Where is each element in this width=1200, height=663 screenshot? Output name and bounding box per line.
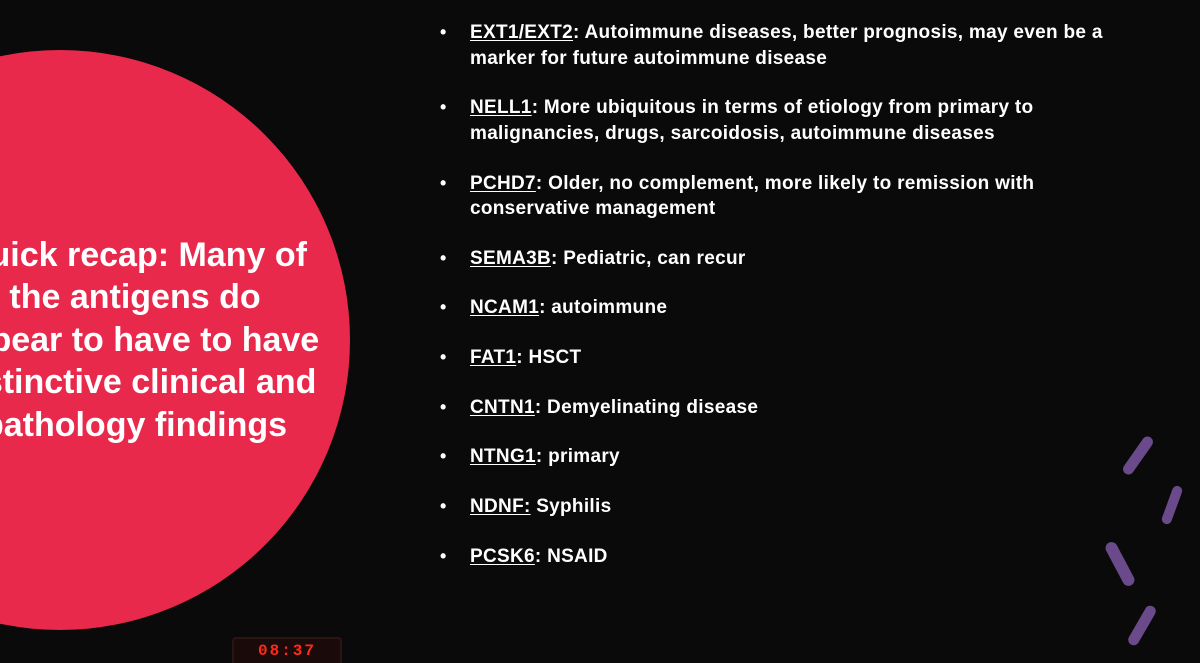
slide: Quick recap: Many of the antigens do app… xyxy=(0,0,1200,663)
antigen-term: NELL1 xyxy=(470,97,532,118)
antigen-term: PCSK6 xyxy=(470,546,535,567)
antigen-desc: : NSAID xyxy=(535,546,608,567)
list-item: PCHD7: Older, no complement, more likely… xyxy=(430,171,1130,222)
list-item: EXT1/EXT2: Autoimmune diseases, better p… xyxy=(430,20,1130,71)
antigen-term: CNTN1 xyxy=(470,397,535,418)
list-item: CNTN1: Demyelinating disease xyxy=(430,395,1130,421)
title-circle: Quick recap: Many of the antigens do app… xyxy=(0,50,350,630)
presentation-timer: 08:37 xyxy=(232,637,342,663)
antigen-term: FAT1 xyxy=(470,347,516,368)
decorative-dash xyxy=(1160,484,1183,525)
list-item: NDNF: Syphilis xyxy=(430,494,1130,520)
list-item: NELL1: More ubiquitous in terms of etiol… xyxy=(430,95,1130,146)
antigen-desc: : Older, no complement, more likely to r… xyxy=(470,173,1034,220)
timer-value: 08:37 xyxy=(258,642,316,660)
antigen-term: SEMA3B xyxy=(470,248,551,269)
list-item: NCAM1: autoimmune xyxy=(430,295,1130,321)
antigen-term: PCHD7 xyxy=(470,173,536,194)
list-item: SEMA3B: Pediatric, can recur xyxy=(430,246,1130,272)
antigen-desc: : More ubiquitous in terms of etiology f… xyxy=(470,97,1033,144)
list-item: NTNG1: primary xyxy=(430,444,1130,470)
antigen-desc: : primary xyxy=(536,446,620,467)
antigen-desc: : Pediatric, can recur xyxy=(551,248,746,269)
antigen-term: NDNF: xyxy=(470,496,531,517)
antigen-term: EXT1/EXT2 xyxy=(470,22,573,43)
antigen-term: NTNG1 xyxy=(470,446,536,467)
antigen-term: NCAM1 xyxy=(470,297,539,318)
antigen-desc: : Demyelinating disease xyxy=(535,397,758,418)
antigen-desc: Syphilis xyxy=(531,496,612,517)
antigen-desc: : HSCT xyxy=(516,347,581,368)
list-item: PCSK6: NSAID xyxy=(430,544,1130,570)
slide-title: Quick recap: Many of the antigens do app… xyxy=(0,234,320,447)
antigen-desc: : autoimmune xyxy=(539,297,667,318)
decorative-dash xyxy=(1126,604,1158,648)
list-item: FAT1: HSCT xyxy=(430,345,1130,371)
bullet-list: EXT1/EXT2: Autoimmune diseases, better p… xyxy=(430,20,1130,593)
